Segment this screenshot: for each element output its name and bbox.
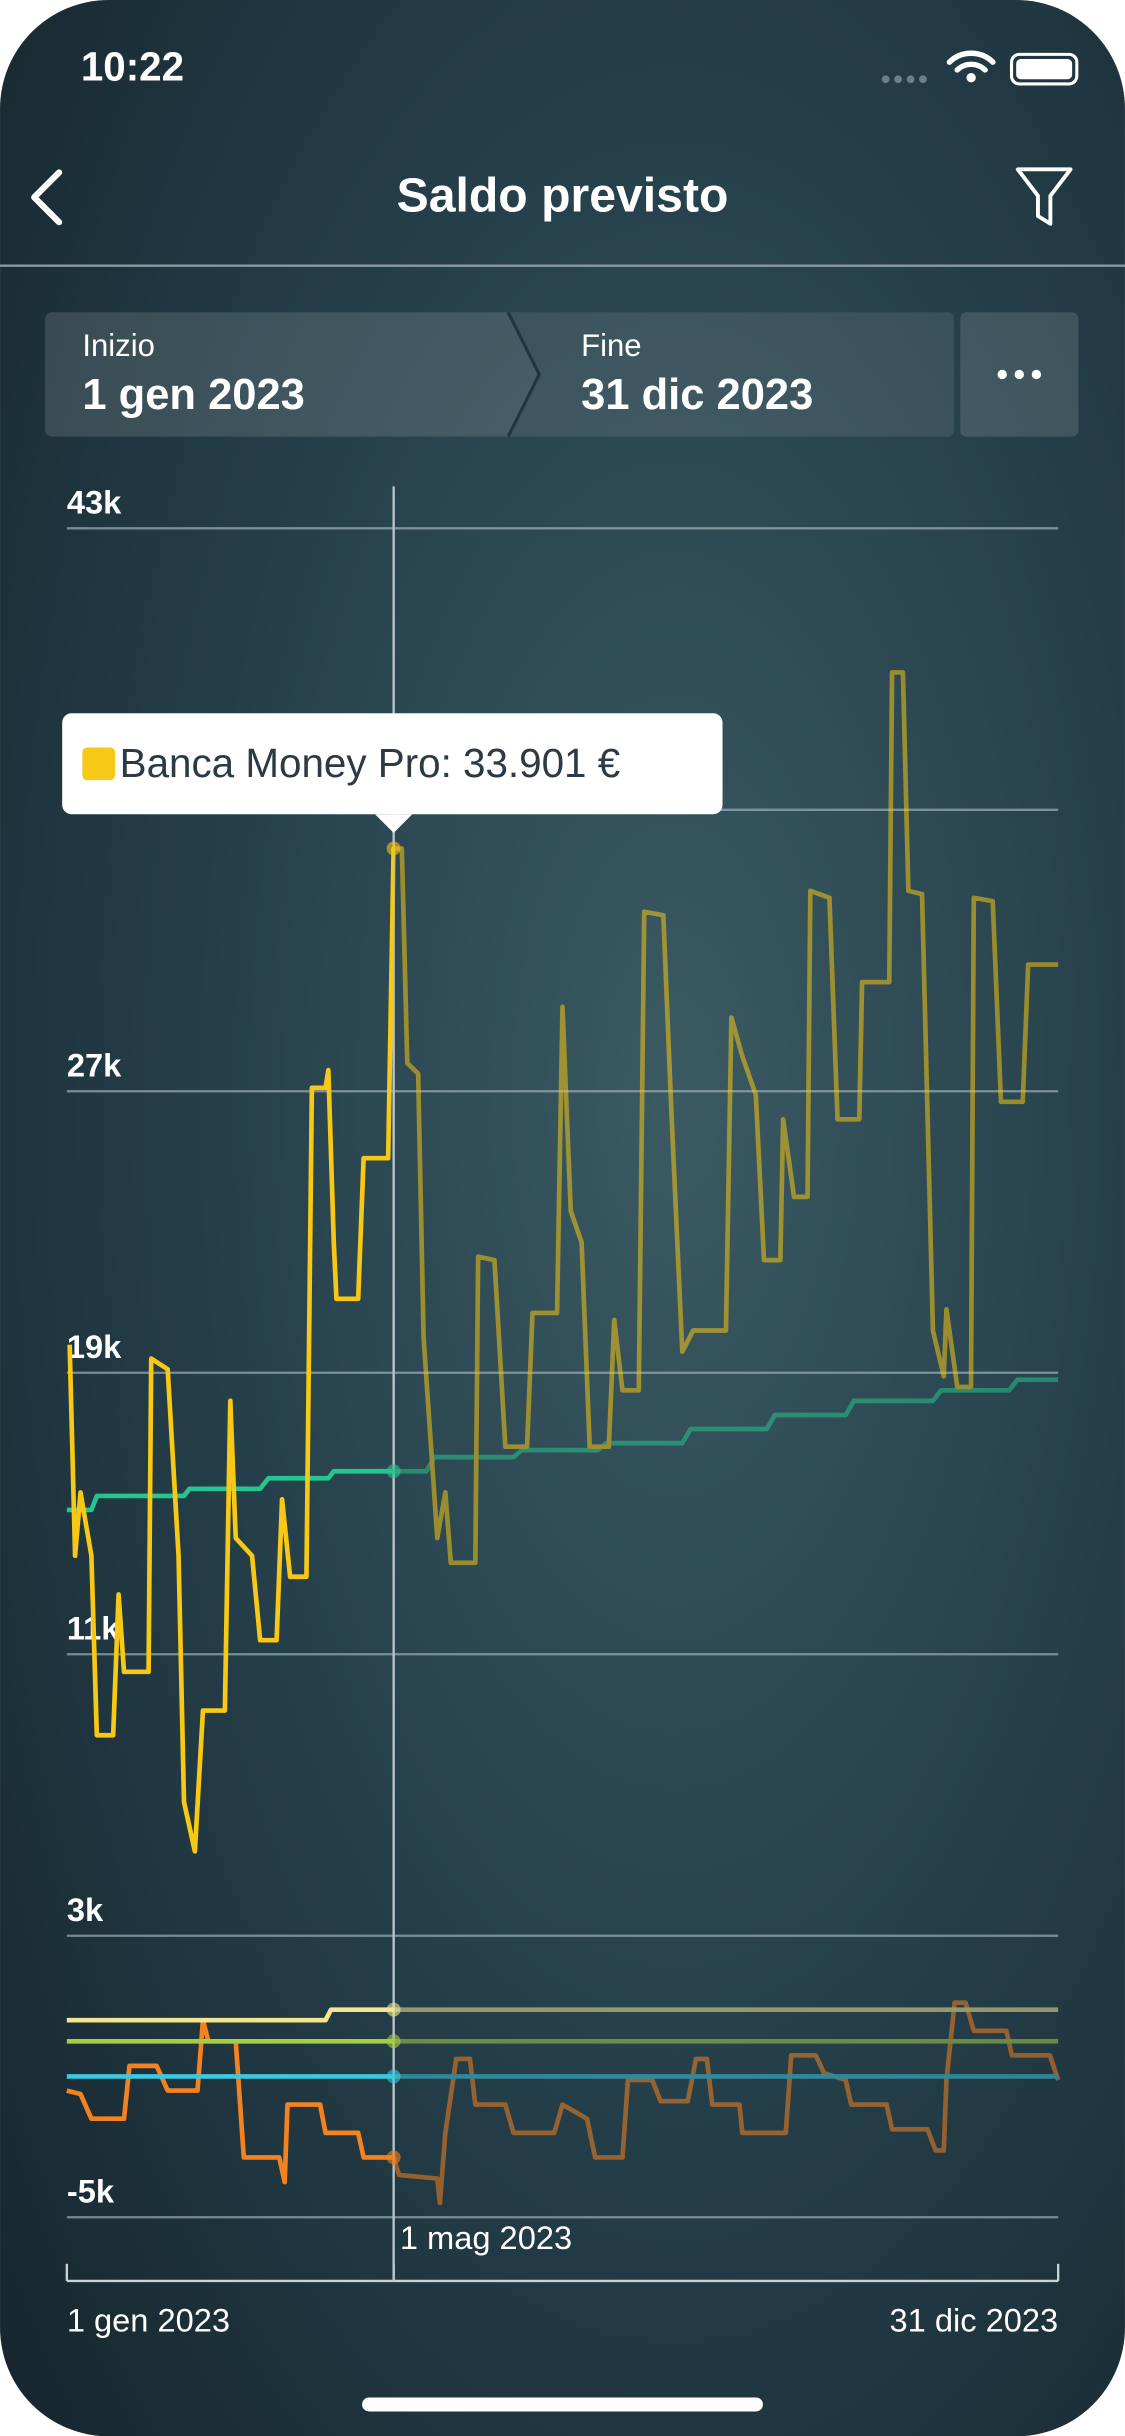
y-tick-label: -5k	[67, 2173, 115, 2210]
separator	[506, 311, 541, 438]
status-time: 10:22	[81, 44, 184, 90]
battery	[1009, 52, 1079, 86]
y-tick-label: 19k	[67, 1328, 122, 1365]
overlay: Banca Money Pro: 33.901 €	[62, 713, 723, 2165]
more-icon	[997, 369, 1042, 380]
x-tick-label: 1 gen 2023	[67, 2301, 230, 2338]
wifi-dot	[966, 73, 976, 83]
filter-button[interactable]	[1015, 167, 1073, 226]
screen-title: Saldo previsto	[397, 169, 729, 223]
x-tick-label: 1 mag 2023	[400, 2219, 572, 2256]
lines	[66, 670, 1061, 2206]
start-field[interactable]	[45, 312, 540, 437]
tooltip-text: Banca Money Pro: 33.901 €	[120, 740, 621, 786]
series-line	[66, 2000, 1061, 2206]
hover-dot	[386, 2034, 401, 2049]
signal	[881, 75, 927, 84]
end-label: Fine	[581, 328, 641, 363]
series-line	[66, 1377, 1059, 1513]
hover-dot	[386, 841, 401, 856]
start-date: 1 gen 2023	[82, 371, 304, 419]
x-tick-label: 31 dic 2023	[890, 2301, 1059, 2338]
series-line	[67, 670, 1059, 1854]
end-date: 31 dic 2023	[581, 371, 813, 419]
start-label: Inizio	[82, 328, 155, 363]
hover-dot	[386, 2150, 401, 2165]
hover-dot	[386, 1464, 401, 1479]
y-tick-label: 43k	[67, 484, 122, 521]
hover-dot	[386, 2002, 401, 2017]
tooltip-pointer	[375, 814, 413, 833]
y-tick-label: 3k	[67, 1891, 104, 1928]
battery-level	[1016, 59, 1073, 80]
y-tick-label: 27k	[67, 1047, 122, 1084]
back-button[interactable]	[31, 169, 63, 226]
home-indicator	[362, 2397, 763, 2412]
series-line	[66, 2007, 1059, 2023]
tooltip-swatch	[82, 747, 116, 781]
hover-dot	[386, 2069, 401, 2084]
tooltip-box	[62, 713, 723, 815]
wifi-icon	[946, 50, 996, 73]
end-field[interactable]	[508, 312, 955, 437]
